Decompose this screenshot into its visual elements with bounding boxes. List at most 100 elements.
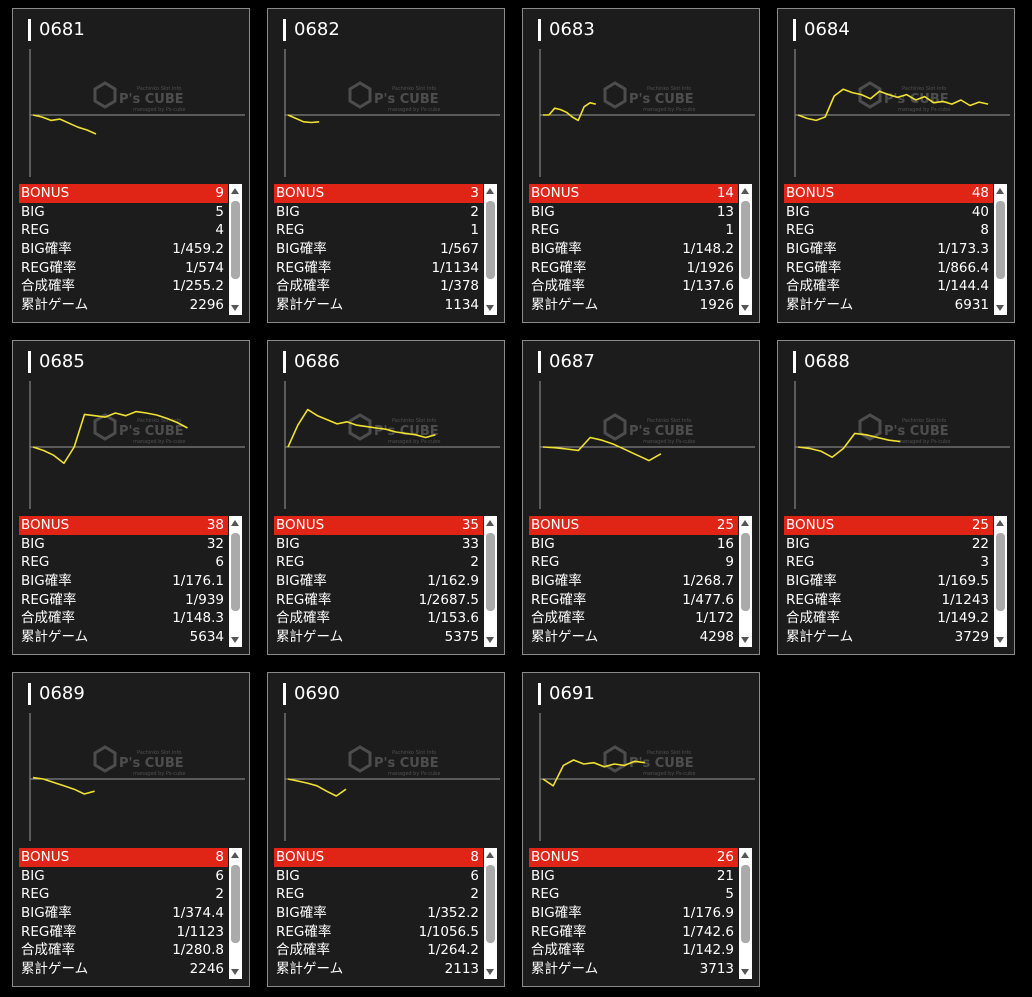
stat-value: 5634: [189, 629, 224, 646]
scrollbar[interactable]: [739, 516, 752, 647]
machine-card[interactable]: 0690 P's CUBE Pachinko Slot Info managed by…: [267, 672, 505, 987]
slump-line: [287, 114, 320, 124]
machine-card[interactable]: 0687 P's CUBE Pachinko Slot Info managed by…: [522, 340, 760, 655]
stats-table: BONUS 3 BIG 2 REG 1 BIG確率 1/567 REG確率 1/1134 合成確率 1…: [274, 184, 483, 315]
scroll-up-arrow-icon[interactable]: [486, 520, 494, 526]
scrollbar-thumb[interactable]: [486, 201, 495, 279]
big-row: BIG 2: [274, 203, 483, 222]
machine-card[interactable]: 0681 P's CUBE Pachinko Slot Info managed by…: [12, 8, 250, 323]
scrollbar[interactable]: [229, 516, 242, 647]
total-games-row: 累計ゲーム 2246: [19, 960, 228, 979]
scroll-up-arrow-icon[interactable]: [996, 188, 1004, 194]
scrollbar[interactable]: [229, 184, 242, 315]
stat-value: 1/176.9: [682, 905, 734, 922]
machine-card[interactable]: 0685 P's CUBE Pachinko Slot Info managed by…: [12, 340, 250, 655]
total-prob-row: 合成確率 1/153.6: [274, 609, 483, 628]
big-prob-row: BIG確率 1/162.9: [274, 572, 483, 591]
scrollbar-thumb[interactable]: [231, 201, 240, 279]
scroll-up-arrow-icon[interactable]: [486, 188, 494, 194]
scroll-down-arrow-icon[interactable]: [486, 637, 494, 643]
total-games-row: 累計ゲーム 3729: [784, 628, 993, 647]
machine-number: 0691: [549, 683, 595, 704]
scrollbar[interactable]: [229, 848, 242, 979]
machine-card[interactable]: 0684 P's CUBE Pachinko Slot Info managed by…: [777, 8, 1015, 323]
scroll-down-arrow-icon[interactable]: [231, 637, 239, 643]
scrollbar-thumb[interactable]: [741, 533, 750, 611]
scroll-up-arrow-icon[interactable]: [231, 520, 239, 526]
bonus-row: BONUS 48: [784, 184, 993, 203]
stat-label: REG確率: [276, 923, 332, 940]
stat-value: 1/866.4: [937, 259, 989, 276]
stat-label: BONUS: [531, 849, 580, 865]
scroll-up-arrow-icon[interactable]: [996, 520, 1004, 526]
scroll-down-arrow-icon[interactable]: [741, 305, 749, 311]
title-bar-marker: [283, 351, 286, 373]
machine-card[interactable]: 0686 P's CUBE Pachinko Slot Info managed by…: [267, 340, 505, 655]
scroll-up-arrow-icon[interactable]: [741, 188, 749, 194]
stat-value: 1/2687.5: [418, 591, 479, 608]
stat-value: 4298: [699, 629, 734, 646]
scroll-up-arrow-icon[interactable]: [231, 188, 239, 194]
stat-label: REG: [276, 554, 305, 571]
big-prob-row: BIG確率 1/176.9: [529, 904, 738, 923]
scrollbar[interactable]: [484, 848, 497, 979]
stat-value: 1/477.6: [682, 591, 734, 608]
reg-row: REG 2: [19, 885, 228, 904]
scrollbar-thumb[interactable]: [741, 201, 750, 279]
stat-label: 累計ゲーム: [21, 629, 89, 646]
scroll-up-arrow-icon[interactable]: [741, 852, 749, 858]
stat-value: 8: [470, 849, 479, 865]
stat-label: BIG確率: [21, 241, 72, 258]
scrollbar-thumb[interactable]: [231, 865, 240, 943]
scrollbar-thumb[interactable]: [996, 533, 1005, 611]
scrollbar-thumb[interactable]: [996, 201, 1005, 279]
scrollbar[interactable]: [994, 184, 1007, 315]
big-row: BIG 40: [784, 203, 993, 222]
machine-card[interactable]: 0688 P's CUBE Pachinko Slot Info managed by…: [777, 340, 1015, 655]
stat-label: BONUS: [276, 849, 325, 865]
machine-card[interactable]: 0682 P's CUBE Pachinko Slot Info managed by…: [267, 8, 505, 323]
scroll-down-arrow-icon[interactable]: [996, 305, 1004, 311]
scrollbar-thumb[interactable]: [486, 865, 495, 943]
total-prob-row: 合成確率 1/172: [529, 609, 738, 628]
logo-top-text: Pachinko Slot Info: [902, 418, 946, 424]
machine-number: 0684: [804, 19, 850, 40]
scroll-down-arrow-icon[interactable]: [231, 305, 239, 311]
stat-value: 21: [716, 867, 734, 884]
total-prob-row: 合成確率 1/378: [274, 277, 483, 296]
scrollbar[interactable]: [484, 516, 497, 647]
scroll-down-arrow-icon[interactable]: [231, 969, 239, 975]
scrollbar[interactable]: [739, 184, 752, 315]
stats-table: BONUS 25 BIG 16 REG 9 BIG確率 1/268.7 REG確率 1/477.6…: [529, 516, 738, 647]
scrollbar[interactable]: [994, 516, 1007, 647]
scrollbar-thumb[interactable]: [231, 533, 240, 611]
scroll-up-arrow-icon[interactable]: [486, 852, 494, 858]
stat-value: 1/255.2: [172, 278, 224, 295]
scrollbar[interactable]: [484, 184, 497, 315]
scroll-down-arrow-icon[interactable]: [741, 637, 749, 643]
scrollbar-thumb[interactable]: [486, 533, 495, 611]
slump-line: [543, 101, 596, 122]
scrollbar-thumb[interactable]: [741, 865, 750, 943]
stat-value: 8: [215, 849, 224, 865]
stat-value: 1/148.3: [172, 610, 224, 627]
total-prob-row: 合成確率 1/264.2: [274, 941, 483, 960]
scrollbar[interactable]: [739, 848, 752, 979]
machine-card[interactable]: 0683 P's CUBE Pachinko Slot Info managed by…: [522, 8, 760, 323]
stat-value: 1/939: [185, 591, 224, 608]
machine-card[interactable]: 0689 P's CUBE Pachinko Slot Info managed by…: [12, 672, 250, 987]
scroll-down-arrow-icon[interactable]: [996, 637, 1004, 643]
stat-value: 33: [461, 535, 479, 552]
total-prob-row: 合成確率 1/144.4: [784, 277, 993, 296]
scroll-up-arrow-icon[interactable]: [231, 852, 239, 858]
stat-value: 1/352.2: [427, 905, 479, 922]
scroll-down-arrow-icon[interactable]: [486, 969, 494, 975]
scroll-up-arrow-icon[interactable]: [741, 520, 749, 526]
machine-card[interactable]: 0691 P's CUBE Pachinko Slot Info managed by…: [522, 672, 760, 987]
stat-label: BONUS: [276, 185, 325, 201]
scroll-down-arrow-icon[interactable]: [486, 305, 494, 311]
scroll-down-arrow-icon[interactable]: [741, 969, 749, 975]
